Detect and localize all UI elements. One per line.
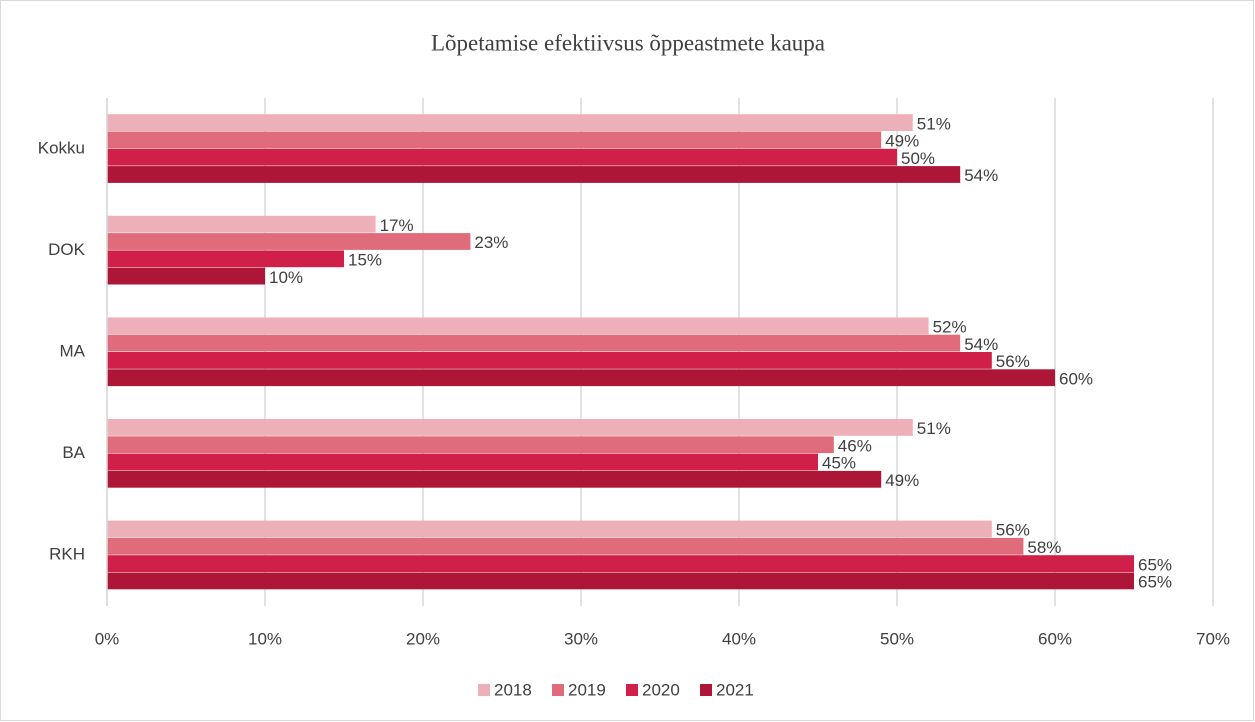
bar [107,215,376,233]
bar [107,267,265,285]
data-label: 56% [996,352,1030,371]
x-tick-label: 10% [248,629,282,648]
legend-swatch [626,684,638,696]
data-label: 65% [1138,555,1172,574]
legend-swatch [478,684,490,696]
bar [107,537,1024,555]
x-tick-label: 70% [1196,629,1230,648]
bar [107,572,1134,590]
data-label: 65% [1138,573,1172,592]
data-label: 49% [885,471,919,490]
data-label: 54% [964,166,998,185]
bar [107,555,1134,572]
x-tick-label: 30% [564,629,598,648]
bar [107,352,992,369]
bar [107,317,929,335]
bar [107,166,961,183]
data-label: 49% [885,132,919,151]
legend-label: 2021 [716,680,754,699]
data-label: 51% [917,114,951,133]
x-tick-label: 40% [722,629,756,648]
bar [107,250,344,268]
bar [107,520,992,538]
data-label: 23% [474,233,508,252]
y-tick-label: DOK [48,240,86,259]
legend-swatch [552,684,564,696]
data-label: 51% [917,419,951,438]
legend-label: 2019 [568,680,606,699]
chart-title: Lõpetamise efektiivsus õppeastmete kaupa [431,30,825,55]
bar [107,114,913,131]
data-label: 52% [933,318,967,337]
bar [107,369,1055,387]
bar [107,453,818,471]
x-tick-label: 0% [95,629,120,648]
data-label: 50% [901,149,935,168]
data-label: 15% [348,251,382,270]
data-label: 10% [269,268,303,287]
x-tick-label: 20% [406,629,440,648]
y-tick-label: BA [62,443,85,462]
data-label: 60% [1059,369,1093,388]
data-label: 17% [380,216,414,235]
x-tick-label: 50% [880,629,914,648]
legend-label: 2018 [494,680,532,699]
legend-swatch [700,684,712,696]
data-label: 45% [822,454,856,473]
x-tick-label: 60% [1038,629,1072,648]
bar [107,334,961,352]
bar [107,131,882,149]
bar [107,148,897,166]
y-tick-label: MA [60,341,86,360]
y-tick-label: RKH [49,545,85,564]
bar [107,470,882,488]
data-label: 58% [1027,538,1061,557]
legend-label: 2020 [642,680,680,699]
bar [107,436,834,454]
y-tick-label: Kokku [38,138,85,157]
bar [107,419,913,436]
data-label: 56% [996,521,1030,540]
bar [107,233,471,250]
data-label: 54% [964,335,998,354]
data-label: 46% [838,436,872,455]
